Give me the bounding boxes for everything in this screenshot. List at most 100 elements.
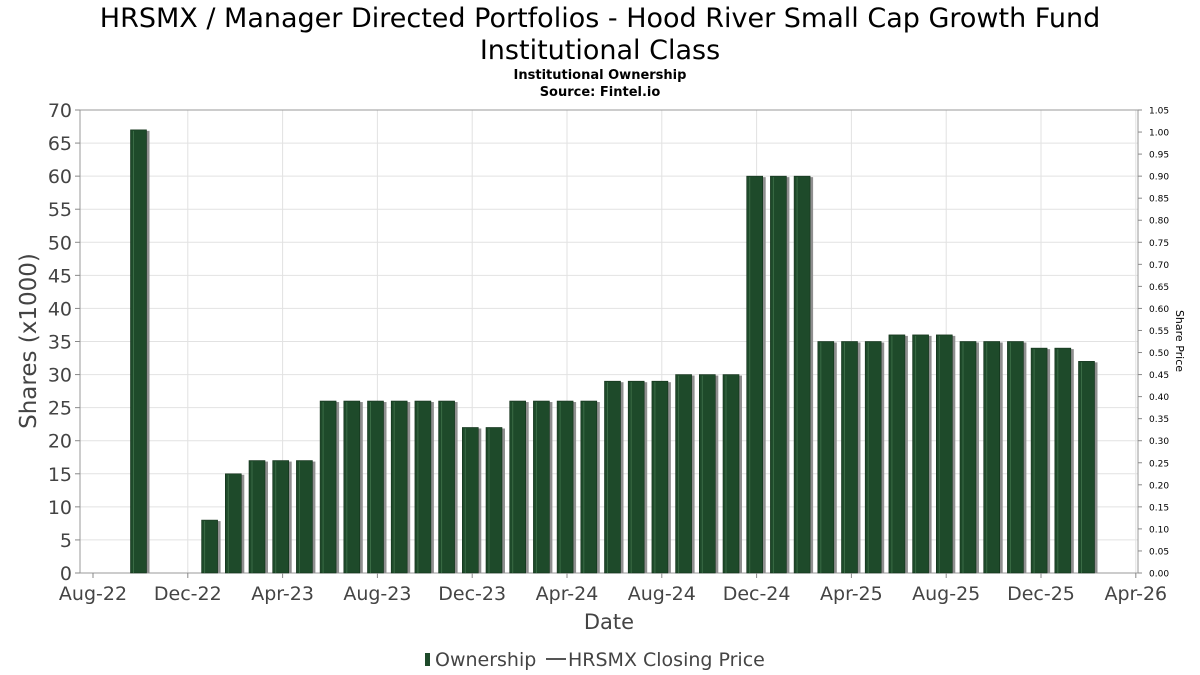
y2-tick-label: 0.30: [1149, 437, 1169, 447]
y2-tick-label: 0.10: [1149, 525, 1169, 535]
x-tick-label: Apr-24: [536, 583, 599, 605]
legend: Ownership HRSMX Closing Price: [425, 649, 765, 671]
y2-tick-label: 0.15: [1149, 503, 1169, 513]
chart-title-line-2: Institutional Class: [479, 35, 721, 66]
y2-tick-label: 0.90: [1149, 173, 1169, 183]
bar-ownership: [817, 341, 835, 574]
chart-subtitle: Institutional Ownership: [513, 68, 687, 83]
y2-axis-label: Share Price: [1173, 310, 1186, 372]
bar-ownership: [201, 519, 218, 574]
y-tick-label: 55: [48, 199, 72, 221]
bar-ownership: [1054, 347, 1072, 574]
y2-tick-label: 1.00: [1149, 129, 1169, 139]
bar-ownership: [438, 400, 455, 574]
y-tick-label: 70: [48, 100, 72, 122]
y2-tick-label: 0.25: [1149, 459, 1169, 469]
bar-ownership: [272, 460, 290, 574]
y2-tick-label: 1.05: [1149, 107, 1169, 117]
y2-tick-label: 0.65: [1149, 283, 1169, 293]
y2-tick-label: 0.55: [1149, 327, 1169, 337]
bar-ownership: [604, 380, 621, 574]
y2-tick-label: 0.00: [1149, 570, 1169, 580]
y2-tick-label: 0.35: [1149, 415, 1169, 425]
bar-ownership: [485, 427, 503, 574]
legend-ownership-label: Ownership: [435, 649, 536, 671]
bar-ownership: [698, 374, 716, 574]
bar-ownership: [983, 341, 1001, 574]
y2-tick-label: 0.85: [1149, 195, 1169, 205]
chart-title-line-1: HRSMX / Manager Directed Portfolios - Ho…: [99, 3, 1101, 34]
x-axis-ticks: Aug-22 Dec-22 Apr-23 Aug-23 Dec-23 Apr-24 Aug-…: [59, 573, 1167, 605]
y-tick-label: 25: [48, 398, 72, 420]
bar-ownership: [390, 400, 408, 574]
bar-ownership: [770, 175, 787, 574]
bar-ownership: [864, 341, 882, 574]
y2-tick-label: 0.75: [1149, 239, 1169, 249]
bar-ownership: [414, 400, 432, 574]
y-tick-label: 45: [48, 265, 72, 287]
y-tick-label: 10: [48, 497, 72, 519]
y2-tick-label: 0.80: [1149, 217, 1169, 227]
x-tick-label: Aug-24: [628, 583, 696, 605]
bar-ownership: [793, 175, 811, 574]
bar-ownership: [675, 374, 692, 574]
bar-ownership: [130, 129, 147, 574]
bar-ownership: [746, 175, 764, 574]
bar-ownership: [367, 400, 384, 574]
chart-source: Source: Fintel.io: [539, 85, 661, 100]
y2-tick-label: 0.50: [1149, 349, 1169, 359]
bar-ownership: [556, 400, 574, 574]
bar-ownership: [225, 473, 242, 574]
y-tick-label: 5: [60, 530, 72, 552]
x-tick-label: Apr-26: [1104, 583, 1167, 605]
y-tick-label: 35: [48, 332, 72, 354]
bar-ownership: [296, 460, 313, 574]
bar-ownership: [509, 400, 527, 574]
y2-tick-label: 0.70: [1149, 261, 1169, 271]
bar-ownership: [912, 334, 929, 574]
y2-tick-label: 0.20: [1149, 481, 1169, 491]
x-tick-label: Aug-23: [343, 583, 411, 605]
y-tick-label: 20: [48, 431, 72, 453]
x-tick-label: Apr-23: [251, 583, 314, 605]
x-tick-label: Dec-24: [723, 583, 791, 605]
bar-ownership: [533, 400, 550, 574]
bar-ownership: [343, 400, 361, 574]
bar-ownership: [580, 400, 598, 574]
x-tick-label: Dec-25: [1007, 583, 1075, 605]
y-tick-label: 30: [48, 365, 72, 387]
bar-ownership: [461, 427, 479, 574]
bar-ownership: [319, 400, 337, 574]
bar-ownership: [1007, 341, 1024, 574]
bar-ownership: [959, 341, 977, 574]
x-tick-label: Apr-25: [820, 583, 883, 605]
bar-ownership: [651, 380, 669, 574]
bar-ownership: [841, 341, 858, 574]
y2-tick-label: 0.95: [1149, 151, 1169, 161]
x-tick-label: Dec-23: [438, 583, 506, 605]
y-tick-label: 40: [48, 298, 72, 320]
bar-ownership: [722, 374, 740, 574]
y-axis-right-ticks: 0.00 0.05 0.10 0.15 0.20 0.25 0.30 0.35 0.40 0.45…: [1138, 107, 1169, 580]
bar-series-ownership: [130, 129, 1098, 574]
bar-ownership: [935, 334, 953, 574]
bar-ownership: [888, 334, 906, 574]
y-tick-label: 60: [48, 166, 72, 188]
x-tick-label: Dec-22: [154, 583, 222, 605]
y2-tick-label: 0.40: [1149, 393, 1169, 403]
y-tick-label: 65: [48, 133, 72, 155]
y-tick-label: 50: [48, 232, 72, 254]
bar-ownership: [627, 380, 645, 574]
x-tick-label: Aug-25: [912, 583, 980, 605]
y-axis-label: Shares (x1000): [16, 253, 42, 429]
y2-tick-label: 0.05: [1149, 547, 1169, 557]
legend-price-label: HRSMX Closing Price: [568, 649, 765, 671]
x-axis-label: Date: [584, 610, 634, 634]
y2-tick-label: 0.60: [1149, 305, 1169, 315]
bar-ownership: [248, 460, 266, 574]
y-axis-left-ticks: 0 5 10 15 20 25 30 35 40 45 50 55 60 65 70: [48, 100, 80, 585]
bar-ownership: [1030, 347, 1048, 574]
bar-ownership: [1078, 361, 1095, 574]
x-tick-label: Aug-22: [59, 583, 127, 605]
